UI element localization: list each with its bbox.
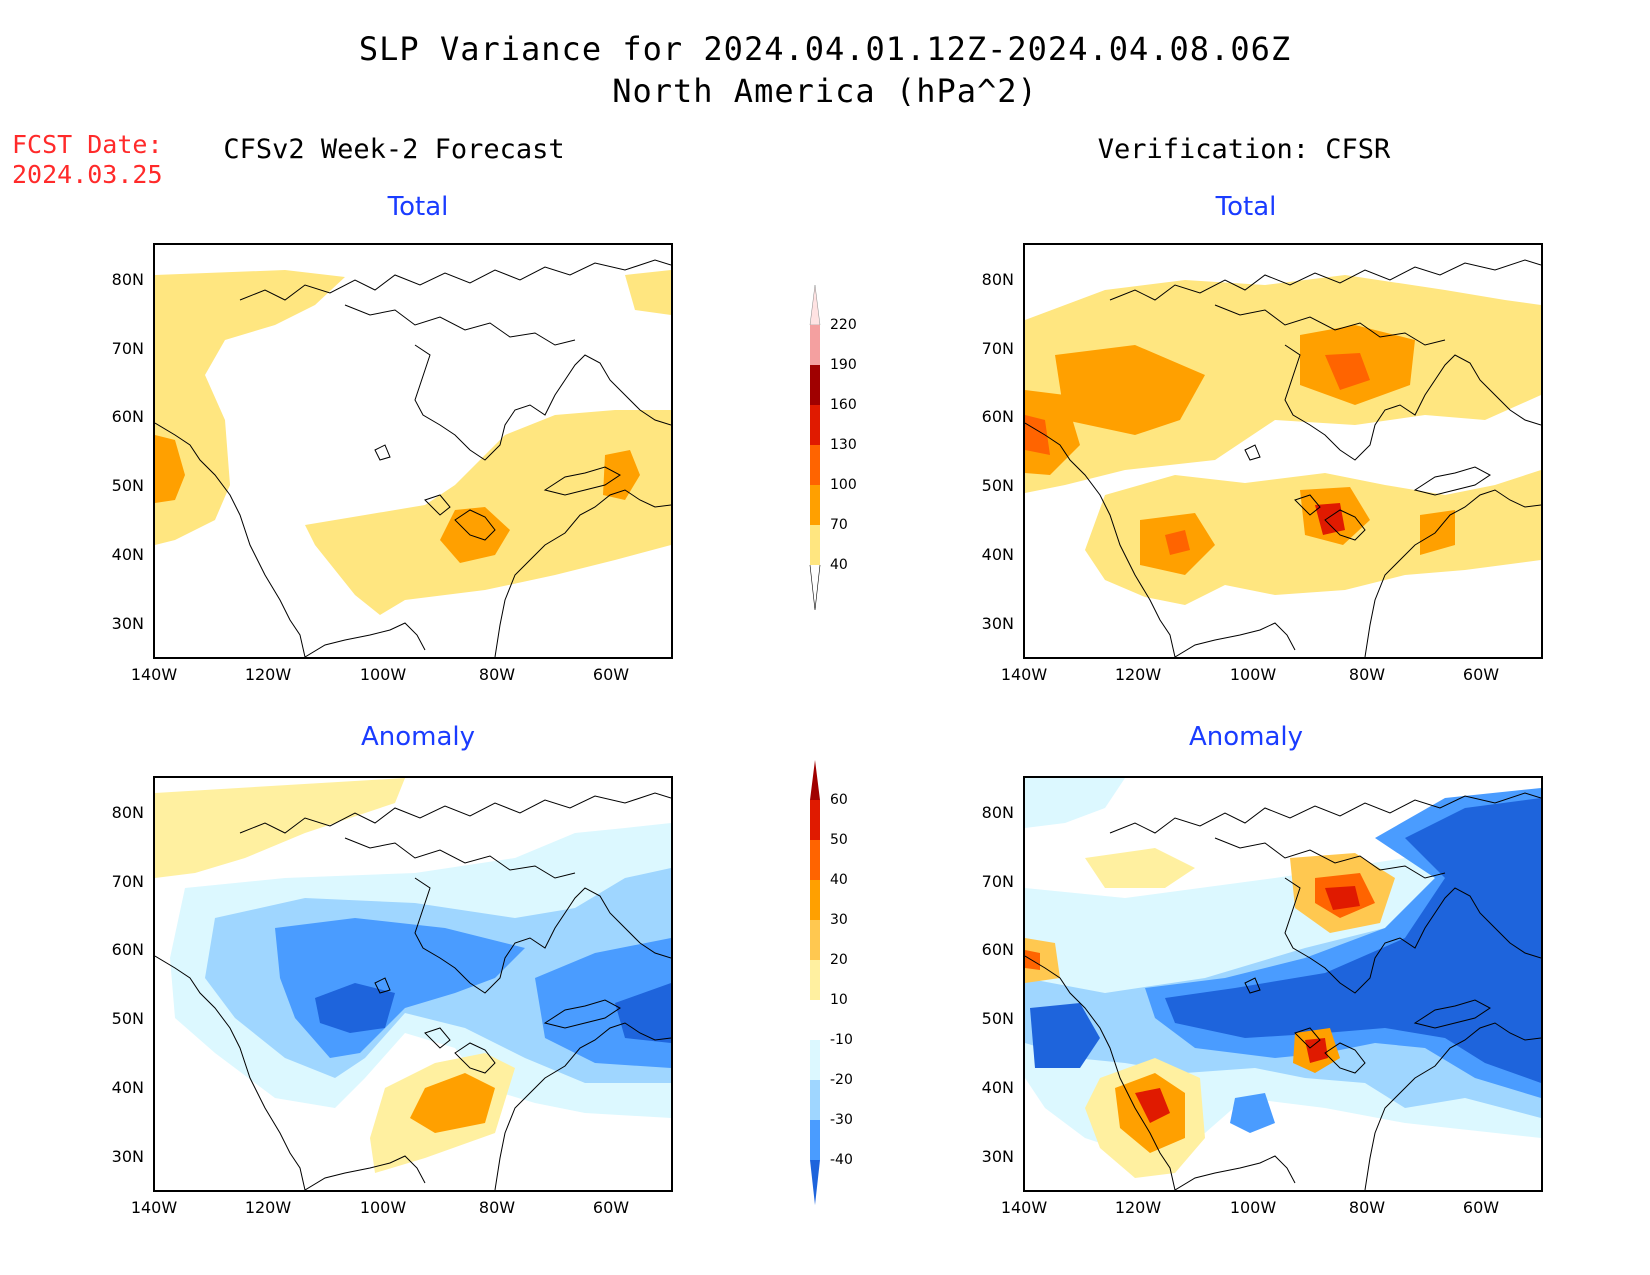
lon-label: 60W [1462,665,1500,684]
lon-label: 100W [1229,1198,1277,1217]
total-swatch [810,525,820,565]
lon-label: 80W [1348,665,1386,684]
forecast-anomaly-title: Anomaly [360,722,476,752]
total-swatch [810,405,820,445]
total-swatch [810,365,820,405]
fcst-date-label: FCST Date: [12,130,163,159]
lon-label: 140W [130,665,178,684]
lat-label: 50N [111,1009,144,1028]
anom-swatch [810,1120,820,1160]
lat-label: 50N [111,476,144,495]
total-level-label: 160 [830,397,857,413]
total-swatch-top [809,285,821,326]
lon-label: 80W [1348,1198,1386,1217]
lat-label: 60N [981,940,1014,959]
lon-label: 120W [244,665,292,684]
anom-level-label: -10 [830,1032,853,1048]
total-swatch [810,445,820,485]
anom-swatch [810,880,820,920]
main-subtitle: North America (hPa^2) [612,72,1038,110]
anom-swatch [810,1080,820,1120]
lon-label: 140W [130,1198,178,1217]
forecast-total-title: Total [387,192,449,222]
lat-label: 80N [111,803,144,822]
verification-column-title: Verification: CFSR [1097,134,1391,165]
lat-label: 80N [111,270,144,289]
lon-label: 120W [1114,1198,1162,1217]
lon-label: 60W [1462,1198,1500,1217]
lon-label: 80W [478,665,516,684]
verification-anomaly-map [1023,776,1543,1192]
total-level-label: 70 [830,517,848,533]
total-level-label: 220 [830,317,857,333]
anom-swatch [810,1040,820,1080]
anom-level-label: 50 [830,832,848,848]
anom-level-label: 30 [830,912,848,928]
forecast-total-map [153,243,673,659]
lon-label: 80W [478,1198,516,1217]
anomaly-colorbar: 60 50 40 30 20 10 -10 -20 -30 -40 [800,760,860,1210]
anom-swatch-top [810,760,820,800]
lat-label: 60N [111,407,144,426]
lon-label: 140W [1000,1198,1048,1217]
lon-label: 100W [1229,665,1277,684]
total-swatch [810,485,820,525]
verification-anomaly-title: Anomaly [1188,722,1304,752]
verification-total-title: Total [1215,192,1277,222]
forecast-column-title: CFSv2 Week-2 Forecast [223,134,565,165]
main-title: SLP Variance for 2024.04.01.12Z-2024.04.… [358,30,1292,68]
lat-label: 70N [111,339,144,358]
lat-label: 40N [111,1078,144,1097]
anom-level-label: -40 [830,1152,853,1168]
lat-label: 70N [981,339,1014,358]
total-level-label: 130 [830,437,857,453]
anom-swatch [810,960,820,1000]
lat-label: 40N [981,1078,1014,1097]
anom-level-label: -30 [830,1112,853,1128]
anom-level-label: -20 [830,1072,853,1088]
total-level-label: 190 [830,357,857,373]
lat-label: 50N [981,1009,1014,1028]
lat-label: 80N [981,270,1014,289]
lon-label: 100W [359,665,407,684]
lon-label: 60W [592,1198,630,1217]
total-level-label: 40 [830,557,848,573]
lat-label: 30N [981,614,1014,633]
lat-label: 50N [981,476,1014,495]
forecast-anomaly-map [153,776,673,1192]
anom-swatch-bottom [810,1160,820,1205]
lon-label: 120W [244,1198,292,1217]
lat-label: 40N [981,545,1014,564]
lat-label: 30N [981,1147,1014,1166]
lon-label: 120W [1114,665,1162,684]
lat-label: 80N [981,803,1014,822]
total-level-label: 100 [830,477,857,493]
lon-label: 60W [592,665,630,684]
lat-label: 60N [981,407,1014,426]
lat-label: 30N [111,1147,144,1166]
verification-total-map [1023,243,1543,659]
anom-level-label: 10 [830,992,848,1008]
anom-level-label: 40 [830,872,848,888]
total-swatch [810,325,820,365]
total-swatch-bottom [809,564,821,611]
anomaly-colorbar-swatches [810,760,820,1205]
lat-label: 40N [111,545,144,564]
anom-swatch [810,800,820,840]
fcst-date-value: 2024.03.25 [12,160,163,189]
anom-level-label: 20 [830,952,848,968]
anom-level-label: 60 [830,792,848,808]
lat-label: 70N [981,872,1014,891]
anom-swatch [810,920,820,960]
anom-swatch [810,840,820,880]
anom-swatch [810,1000,820,1040]
total-colorbar: 220 190 160 130 100 70 40 [800,285,860,615]
total-colorbar-swatches [809,285,821,611]
lat-label: 60N [111,940,144,959]
lat-label: 30N [111,614,144,633]
lon-label: 140W [1000,665,1048,684]
lat-label: 70N [111,872,144,891]
lon-label: 100W [359,1198,407,1217]
